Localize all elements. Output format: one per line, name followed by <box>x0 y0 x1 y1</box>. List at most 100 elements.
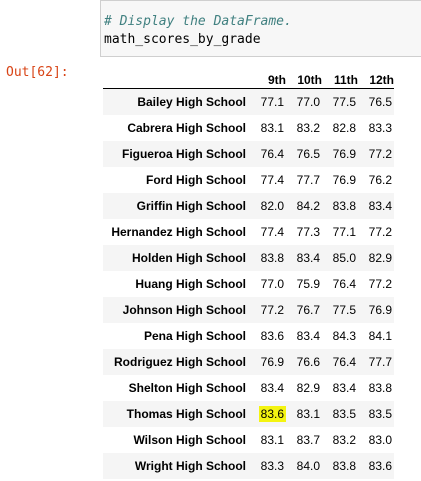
table-cell: 76.4 <box>250 141 286 167</box>
row-index-label: Griffin High School <box>136 199 246 213</box>
cell-value: 82.9 <box>296 381 320 395</box>
cell-value: 83.5 <box>368 407 392 421</box>
table-cell: 77.1 <box>250 89 286 116</box>
cell-value: 84.3 <box>332 329 356 343</box>
cell-value: 83.8 <box>332 199 356 213</box>
table-cell: 77.5 <box>322 89 358 116</box>
table-cell: 76.5 <box>286 141 322 167</box>
cell-value: 76.5 <box>368 95 392 109</box>
cell-value: 83.4 <box>260 381 284 395</box>
code-comment: # Display the DataFrame. <box>104 14 292 29</box>
table-cell: 77.2 <box>358 141 394 167</box>
table-cell: 82.8 <box>322 115 358 141</box>
row-index-label: Thomas High School <box>126 407 246 421</box>
dataframe-table: 9th 10th 11th 12th Bailey High School 77.… <box>103 63 394 479</box>
cell-value: 76.4 <box>332 355 356 369</box>
row-index-label: Holden High School <box>132 251 246 265</box>
table-cell: 77.1 <box>322 219 358 245</box>
table-cell: 84.2 <box>286 193 322 219</box>
table-row: Cabrera High School 83.1 83.2 82.8 83.3 <box>103 115 394 141</box>
cell-value: 83.1 <box>260 433 284 447</box>
table-cell: 83.8 <box>358 375 394 401</box>
table-cell: 85.0 <box>322 245 358 271</box>
table-cell: 76.6 <box>286 349 322 375</box>
table-cell: 83.1 <box>286 401 322 427</box>
cell-value: 77.2 <box>260 303 284 317</box>
cell-value: 77.5 <box>332 303 356 317</box>
cell-value: 83.1 <box>296 407 320 421</box>
table-row: Griffin High School 82.0 84.2 83.8 83.4 <box>103 193 394 219</box>
table-cell: 77.2 <box>358 271 394 297</box>
table-cell: 76.4 <box>322 271 358 297</box>
cell-value: 83.5 <box>332 407 356 421</box>
table-cell: 83.8 <box>322 453 358 479</box>
table-cell: 83.5 <box>322 401 358 427</box>
cell-value: 83.6 <box>260 329 284 343</box>
cell-value: 77.7 <box>296 173 320 187</box>
cell-value: 76.9 <box>368 303 392 317</box>
table-cell: 83.8 <box>322 193 358 219</box>
table-row: Huang High School 77.0 75.9 76.4 77.2 <box>103 271 394 297</box>
table-row: Pena High School 83.6 83.4 84.3 84.1 <box>103 323 394 349</box>
table-row: Bailey High School 77.1 77.0 77.5 76.5 <box>103 88 394 116</box>
table-cell: 82.9 <box>286 375 322 401</box>
table-cell: 83.1 <box>250 427 286 453</box>
table-cell: 75.9 <box>286 271 322 297</box>
cell-value: 76.6 <box>296 355 320 369</box>
cell-value: 77.4 <box>260 173 284 187</box>
cell-value: 83.4 <box>296 329 320 343</box>
table-cell: 83.4 <box>322 375 358 401</box>
row-index-label: Wright High School <box>134 459 246 473</box>
table-cell: 77.0 <box>250 271 286 297</box>
table-row: Rodriguez High School 76.9 76.6 76.4 77.7 <box>103 349 394 375</box>
table-header-row: 9th 10th 11th 12th <box>103 63 394 89</box>
row-index-label: Hernandez High School <box>111 225 246 239</box>
table-cell: 83.7 <box>286 427 322 453</box>
column-header: 11th <box>333 73 358 87</box>
cell-value: 82.8 <box>332 121 356 135</box>
table-cell: 76.4 <box>322 349 358 375</box>
cell-value: 83.6 <box>368 459 392 473</box>
table-cell: 76.9 <box>250 349 286 375</box>
table-row: Wright High School 83.3 84.0 83.8 83.6 <box>103 453 394 479</box>
table-row: Hernandez High School 77.4 77.3 77.1 77.2 <box>103 219 394 245</box>
cell-value: 75.9 <box>296 277 320 291</box>
table-cell: 76.5 <box>358 89 394 116</box>
row-index-label: Shelton High School <box>128 381 246 395</box>
cell-value: 77.0 <box>260 277 284 291</box>
column-header: 9th <box>268 73 286 87</box>
cell-value: 84.1 <box>368 329 392 343</box>
row-index-label: Johnson High School <box>122 303 246 317</box>
row-index-label: Rodriguez High School <box>114 355 246 369</box>
table-row: Shelton High School 83.4 82.9 83.4 83.8 <box>103 375 394 401</box>
table-cell: 83.4 <box>250 375 286 401</box>
row-index-label: Pena High School <box>143 329 246 343</box>
code-editor[interactable]: # Display the DataFrame. math_scores_by_… <box>104 13 292 49</box>
column-header: 12th <box>369 73 394 87</box>
cell-value: 76.9 <box>260 355 284 369</box>
cell-value: 82.0 <box>260 199 284 213</box>
cell-value: 83.4 <box>296 251 320 265</box>
row-index-label: Wilson High School <box>133 433 246 447</box>
table-cell: 77.7 <box>358 349 394 375</box>
cell-value: 77.7 <box>368 355 392 369</box>
table-cell: 83.2 <box>322 427 358 453</box>
cell-value: 76.5 <box>296 147 320 161</box>
table-body: Bailey High School 77.1 77.0 77.5 76.5 Cabrer… <box>103 88 394 479</box>
table-row: Thomas High School 83.6 83.1 83.5 83.5 <box>103 401 394 427</box>
row-index-label: Ford High School <box>146 173 246 187</box>
cell-value: 77.2 <box>368 225 392 239</box>
table-cell: 83.4 <box>358 193 394 219</box>
cell-value: 83.8 <box>332 459 356 473</box>
table-row: Holden High School 83.8 83.4 85.0 82.9 <box>103 245 394 271</box>
table-cell: 83.2 <box>286 115 322 141</box>
cell-value: 83.8 <box>368 381 392 395</box>
cell-value: 77.5 <box>332 95 356 109</box>
column-header: 10th <box>297 73 322 87</box>
cell-value: 83.3 <box>260 459 284 473</box>
cell-value: 77.1 <box>332 225 356 239</box>
cell-value: 83.8 <box>260 251 284 265</box>
table-cell: 83.4 <box>286 245 322 271</box>
code-input-cell[interactable] <box>100 0 421 57</box>
table-cell: 76.9 <box>322 167 358 193</box>
